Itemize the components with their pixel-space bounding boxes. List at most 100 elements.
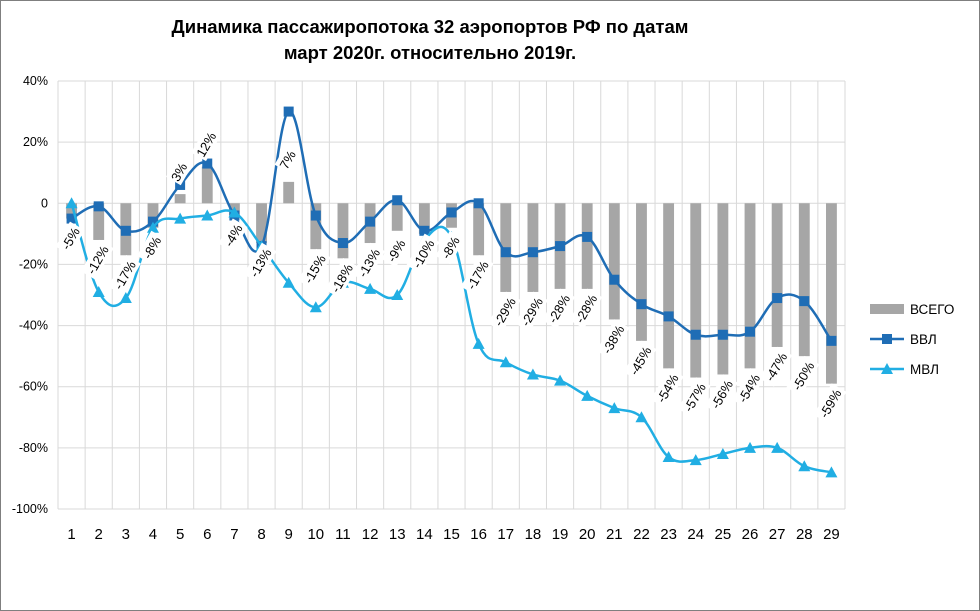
- bar-vsego: [391, 203, 403, 231]
- data-label: -9%: [381, 233, 411, 268]
- data-label-bg: [325, 258, 358, 299]
- x-tick-label: 24: [687, 526, 704, 543]
- bar-vsego: [608, 203, 620, 320]
- x-tick-label: 26: [742, 526, 759, 543]
- x-tick-label: 25: [715, 526, 732, 543]
- point-mvl: [472, 337, 485, 349]
- point-vvl: [690, 329, 701, 340]
- data-label-bg: [596, 319, 630, 360]
- data-label-bg: [732, 368, 766, 409]
- data-label: -59%: [813, 383, 847, 424]
- point-vvl: [826, 335, 837, 346]
- point-mvl: [65, 197, 78, 209]
- data-label-bg: [623, 340, 657, 381]
- data-label: -13%: [352, 242, 386, 283]
- bar-vsego: [744, 203, 756, 369]
- data-label-bg: [542, 288, 576, 329]
- x-tick-label: 7: [230, 526, 238, 543]
- y-tick-label: 40%: [23, 74, 48, 88]
- x-tick-label: 27: [769, 526, 786, 543]
- point-mvl: [771, 441, 784, 453]
- bar-vsego: [798, 203, 810, 357]
- x-tick-label: 9: [285, 526, 293, 543]
- data-label-bg: [704, 374, 738, 415]
- data-label-bg: [243, 242, 277, 283]
- x-tick-label: 29: [823, 526, 840, 543]
- x-tick-label: 14: [416, 526, 433, 543]
- point-vvl: [283, 106, 294, 117]
- data-label-bg: [381, 233, 411, 268]
- data-label-bg: [191, 127, 221, 162]
- point-mvl: [716, 447, 729, 459]
- x-tick-label: 28: [796, 526, 813, 543]
- point-mvl: [119, 292, 132, 304]
- point-vvl: [202, 158, 213, 169]
- data-label: -54%: [650, 368, 684, 409]
- point-mvl: [228, 206, 241, 218]
- point-mvl: [798, 460, 811, 472]
- y-tick-label: 0: [41, 196, 48, 210]
- x-tick-label: 11: [335, 526, 351, 543]
- point-mvl: [391, 289, 404, 300]
- point-vvl: [717, 329, 728, 340]
- bar-vsego: [581, 203, 593, 289]
- bar-vsego: [93, 203, 105, 240]
- x-tick-label: 2: [95, 526, 103, 543]
- x-tick-label: 3: [122, 526, 130, 543]
- bar-vsego: [337, 203, 349, 259]
- point-vvl: [310, 210, 321, 221]
- data-label-bg: [569, 288, 603, 329]
- data-label: -28%: [542, 288, 576, 329]
- point-mvl: [92, 285, 105, 297]
- y-tick-label: -20%: [19, 257, 48, 271]
- point-vvl: [636, 299, 647, 310]
- legend-marker-vvl: [882, 334, 892, 344]
- x-tick-label: 22: [633, 526, 650, 543]
- data-label: -47%: [759, 346, 793, 387]
- point-vvl: [663, 311, 674, 322]
- data-label-bg: [435, 230, 465, 265]
- legend-label: ВСЕГО: [910, 302, 954, 317]
- bar-vsego: [826, 203, 837, 384]
- x-tick-label: 10: [307, 526, 324, 543]
- point-vvl: [527, 247, 538, 258]
- point-mvl: [174, 212, 187, 224]
- legend-swatch-vsego: [870, 304, 904, 314]
- point-vvl: [473, 198, 484, 209]
- data-label-bg: [80, 239, 114, 280]
- point-mvl: [309, 301, 322, 313]
- point-vvl: [772, 293, 783, 304]
- data-label: -50%: [786, 355, 820, 396]
- bar-vsego: [256, 203, 267, 244]
- bar-vsego: [663, 203, 675, 369]
- data-labels: -5%-12%-17%-8%3%12%-4%-13%7%-15%-18%-13%…: [55, 127, 847, 424]
- data-label: -15%: [297, 248, 331, 289]
- point-mvl: [201, 209, 214, 221]
- data-label: 3%: [166, 158, 192, 186]
- data-label-bg: [55, 221, 85, 256]
- legend-label: МВЛ: [910, 362, 939, 377]
- data-label-bg: [136, 230, 167, 265]
- data-label-bg: [813, 383, 847, 424]
- point-mvl: [526, 368, 539, 380]
- point-mvl: [554, 374, 567, 386]
- legend-marker-mvl: [881, 363, 893, 374]
- data-label-bg: [352, 242, 386, 283]
- x-tick-label: 23: [660, 526, 677, 543]
- data-label: -10%: [406, 233, 440, 274]
- point-mvl: [744, 441, 757, 453]
- point-vvl: [799, 296, 810, 307]
- x-tick-label: 18: [525, 526, 542, 543]
- data-label-bg: [786, 355, 820, 396]
- data-label: -13%: [243, 242, 277, 283]
- x-tick-label: 15: [443, 526, 460, 543]
- legend[interactable]: ВСЕГО ВВЛ МВЛ: [870, 302, 954, 377]
- bar-vsego: [418, 203, 430, 234]
- data-label: 12%: [191, 127, 221, 162]
- bar-vsego: [310, 203, 322, 250]
- point-vvl: [609, 274, 620, 285]
- y-tick-label: -60%: [19, 380, 48, 394]
- data-label: -28%: [569, 288, 603, 329]
- point-vvl: [93, 201, 104, 212]
- y-tick-label: -80%: [19, 441, 48, 455]
